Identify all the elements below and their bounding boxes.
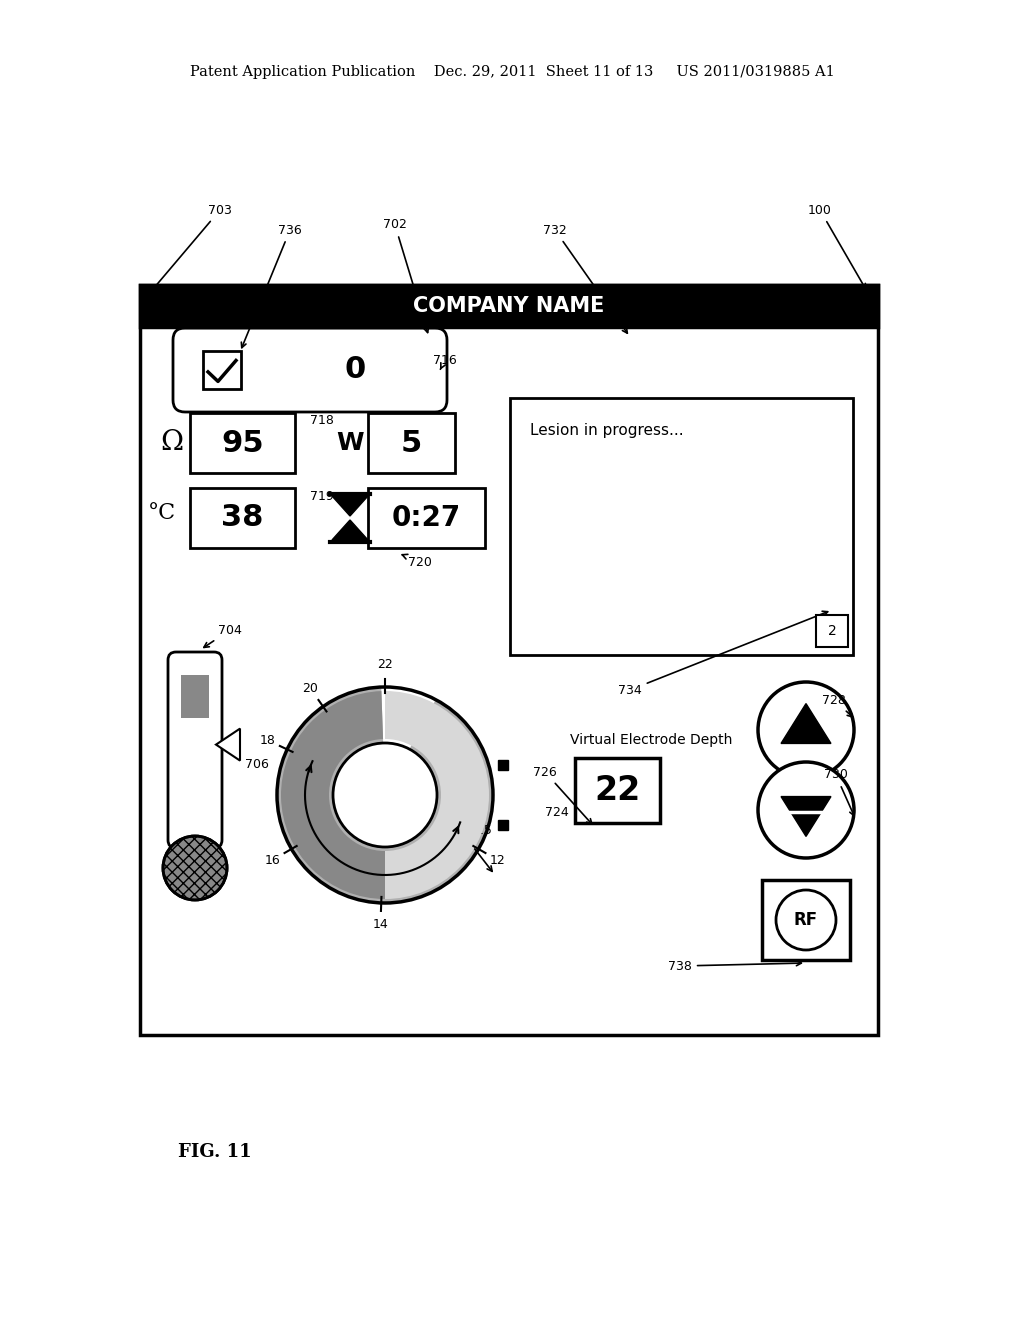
Text: 18: 18 xyxy=(259,734,275,747)
Text: 704: 704 xyxy=(204,623,242,647)
Text: 734: 734 xyxy=(618,611,827,697)
Text: 732: 732 xyxy=(543,223,628,333)
Text: 14: 14 xyxy=(373,919,388,932)
Text: 703: 703 xyxy=(151,203,232,292)
Bar xyxy=(181,675,209,772)
Text: 736: 736 xyxy=(242,223,302,347)
Text: 38: 38 xyxy=(221,503,264,532)
Bar xyxy=(203,351,241,389)
Polygon shape xyxy=(781,704,830,743)
Text: 22: 22 xyxy=(377,659,393,672)
Text: 722: 722 xyxy=(449,824,493,871)
Text: 716: 716 xyxy=(433,354,457,370)
Bar xyxy=(190,413,295,473)
Text: 726: 726 xyxy=(534,766,592,824)
Text: 0:27: 0:27 xyxy=(392,504,461,532)
Bar xyxy=(368,488,485,548)
Circle shape xyxy=(333,743,437,847)
Bar xyxy=(762,880,850,960)
Text: 718: 718 xyxy=(310,414,334,428)
Circle shape xyxy=(776,890,836,950)
Wedge shape xyxy=(281,692,385,899)
Text: 724: 724 xyxy=(545,805,569,818)
FancyBboxPatch shape xyxy=(168,652,222,847)
Bar xyxy=(368,413,455,473)
Wedge shape xyxy=(278,686,493,903)
Text: Patent Application Publication    Dec. 29, 2011  Sheet 11 of 13     US 2011/0319: Patent Application Publication Dec. 29, … xyxy=(189,65,835,79)
Polygon shape xyxy=(332,496,368,516)
Text: 730: 730 xyxy=(824,768,854,816)
Text: 723: 723 xyxy=(355,796,379,809)
Wedge shape xyxy=(385,690,489,899)
Text: Lesion in progress...: Lesion in progress... xyxy=(530,422,684,438)
Text: RF: RF xyxy=(794,911,818,929)
Text: 0: 0 xyxy=(344,355,366,384)
Text: FIG. 11: FIG. 11 xyxy=(178,1143,252,1162)
Bar xyxy=(140,285,878,327)
Bar xyxy=(499,760,508,771)
Text: 728: 728 xyxy=(822,693,853,717)
Wedge shape xyxy=(381,682,438,754)
Bar xyxy=(816,615,848,647)
Text: °C: °C xyxy=(147,502,176,524)
Text: 20: 20 xyxy=(302,682,318,696)
Text: 2: 2 xyxy=(827,624,837,638)
Text: 725: 725 xyxy=(450,812,492,837)
Bar xyxy=(140,285,878,327)
Polygon shape xyxy=(332,520,368,540)
Text: Virtual Electrode Depth: Virtual Electrode Depth xyxy=(570,733,732,747)
Bar xyxy=(499,820,508,829)
Text: 16: 16 xyxy=(264,854,281,866)
Bar xyxy=(140,285,878,1035)
Text: 22: 22 xyxy=(594,774,641,807)
Text: 5: 5 xyxy=(400,429,422,458)
Text: 12: 12 xyxy=(489,854,506,866)
Text: 95: 95 xyxy=(221,429,264,458)
Text: 100: 100 xyxy=(808,203,865,289)
Text: W: W xyxy=(336,432,364,455)
Text: 720: 720 xyxy=(402,554,432,569)
Text: 738: 738 xyxy=(668,960,802,973)
Bar xyxy=(510,399,853,655)
Circle shape xyxy=(758,682,854,777)
Text: Ω: Ω xyxy=(161,429,183,457)
Bar xyxy=(575,758,660,822)
FancyBboxPatch shape xyxy=(173,327,447,412)
Bar xyxy=(190,488,295,548)
Circle shape xyxy=(163,836,227,900)
Circle shape xyxy=(758,762,854,858)
Bar xyxy=(181,718,209,772)
Polygon shape xyxy=(781,796,830,837)
Polygon shape xyxy=(216,729,240,760)
Text: COMPANY NAME: COMPANY NAME xyxy=(414,296,605,315)
Text: 702: 702 xyxy=(383,219,429,333)
Text: 706: 706 xyxy=(245,758,269,771)
Text: 719: 719 xyxy=(310,490,334,503)
